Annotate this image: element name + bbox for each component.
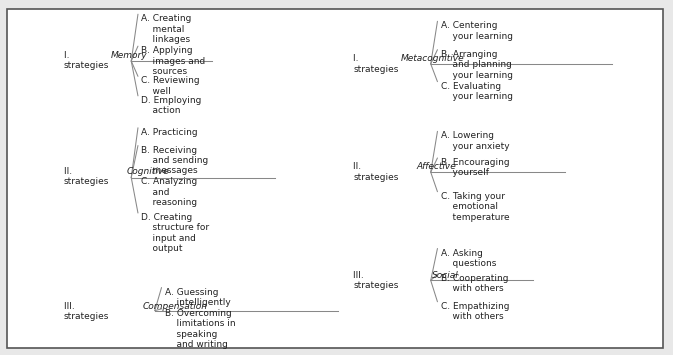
Text: D. Employing
    action: D. Employing action	[141, 96, 202, 115]
Text: C. Evaluating
    your learning: C. Evaluating your learning	[441, 82, 513, 101]
Text: B. Arranging
    and planning
    your learning: B. Arranging and planning your learning	[441, 50, 513, 80]
Text: B. Cooperating
    with others: B. Cooperating with others	[441, 274, 508, 294]
Text: B. Receiving
    and sending
    messages: B. Receiving and sending messages	[141, 146, 209, 175]
Text: Affective: Affective	[417, 162, 456, 171]
Text: C. Empathizing
    with others: C. Empathizing with others	[441, 302, 509, 321]
Text: C. Taking your
    emotional
    temperature: C. Taking your emotional temperature	[441, 192, 509, 222]
Text: strategies: strategies	[353, 281, 398, 290]
Text: B. Encouraging
    yourself: B. Encouraging yourself	[441, 158, 509, 178]
Text: Memory: Memory	[111, 50, 148, 60]
Text: III.: III.	[353, 271, 367, 280]
Text: I.: I.	[353, 54, 361, 63]
Text: Social: Social	[432, 271, 459, 280]
Text: II.: II.	[64, 166, 75, 176]
Text: strategies: strategies	[64, 177, 109, 186]
Text: C. Analyzing
    and
    reasoning: C. Analyzing and reasoning	[141, 178, 198, 207]
Text: strategies: strategies	[353, 173, 398, 182]
Text: strategies: strategies	[64, 61, 109, 70]
Text: strategies: strategies	[353, 65, 398, 74]
Text: Cognitive: Cognitive	[127, 166, 170, 176]
Text: A. Creating
    mental
    linkages: A. Creating mental linkages	[141, 14, 192, 44]
Text: A. Practicing: A. Practicing	[141, 128, 198, 137]
Text: A. Centering
    your learning: A. Centering your learning	[441, 21, 513, 41]
Text: A. Lowering
    your anxiety: A. Lowering your anxiety	[441, 131, 509, 151]
Text: II.: II.	[353, 162, 364, 171]
Text: D. Creating
    structure for
    input and
    output: D. Creating structure for input and outp…	[141, 213, 209, 253]
Text: B. Applying
    images and
    sources: B. Applying images and sources	[141, 46, 205, 76]
Text: B. Overcoming
    limitations in
    speaking
    and writing: B. Overcoming limitations in speaking an…	[165, 309, 236, 349]
Text: A. Asking
    questions: A. Asking questions	[441, 248, 496, 268]
Text: Metacognitive: Metacognitive	[400, 54, 464, 63]
Text: C. Reviewing
    well: C. Reviewing well	[141, 76, 200, 96]
Text: III.: III.	[64, 301, 77, 311]
Text: A. Guessing
    intelligently: A. Guessing intelligently	[165, 288, 231, 307]
FancyBboxPatch shape	[7, 9, 663, 348]
Text: I.: I.	[64, 50, 72, 60]
Text: strategies: strategies	[64, 312, 109, 321]
Text: Compensation: Compensation	[143, 301, 208, 311]
